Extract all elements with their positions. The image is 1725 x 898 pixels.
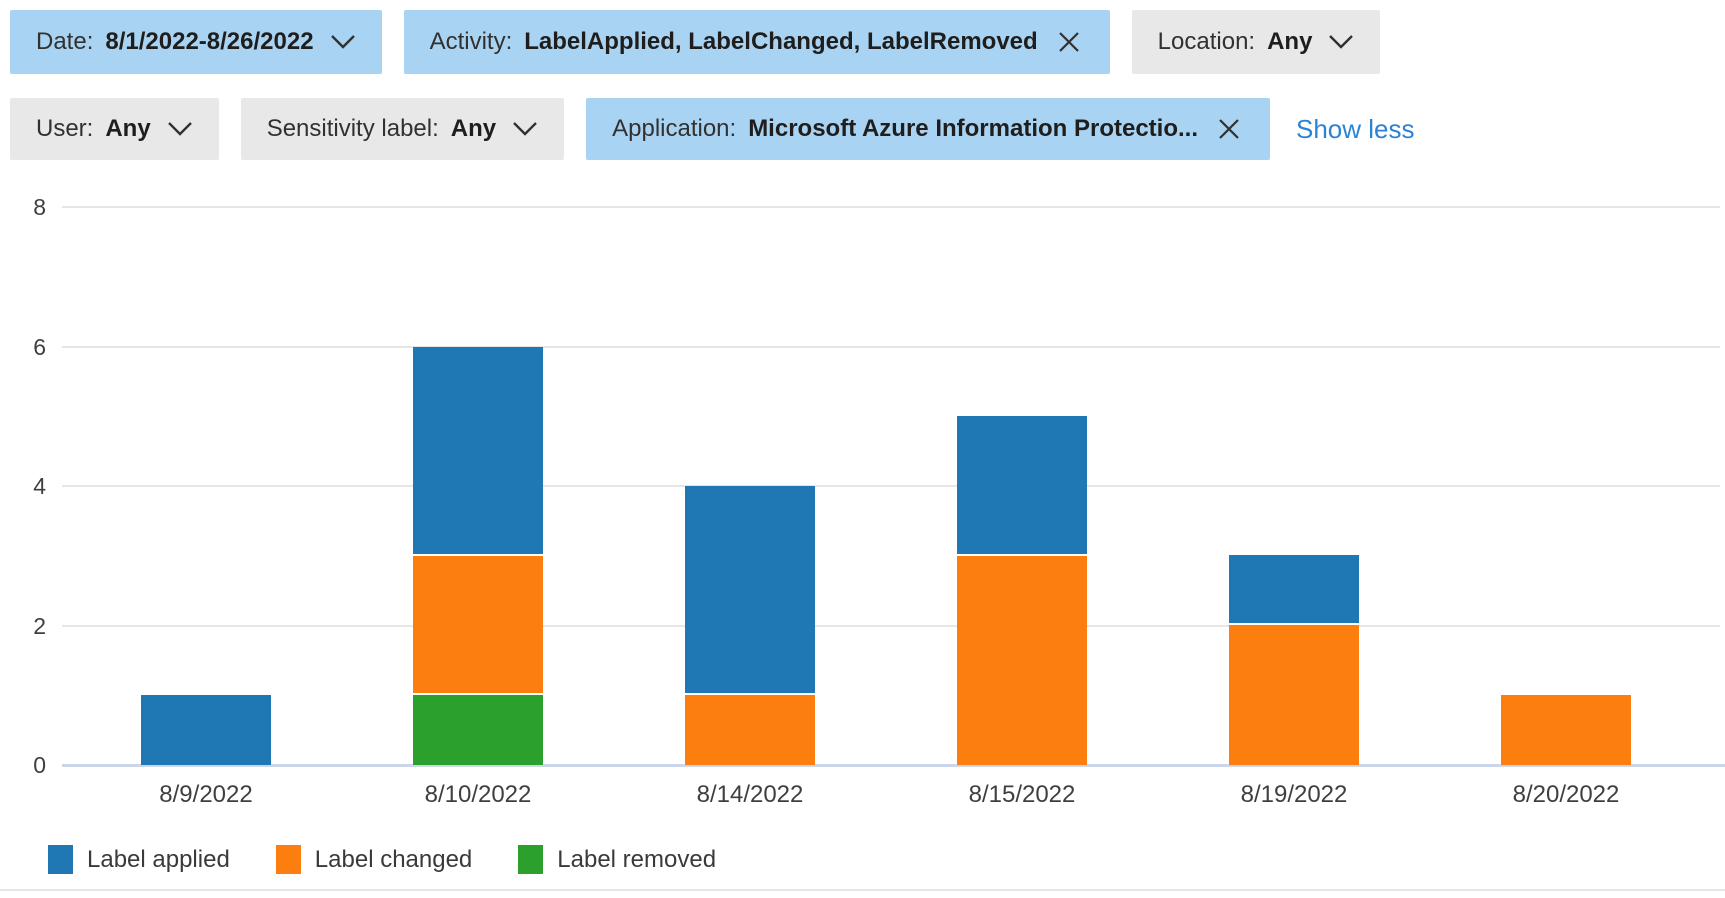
filter-value: LabelApplied, LabelChanged, LabelRemoved — [524, 28, 1038, 55]
filter-pill-date[interactable]: Date: 8/1/2022-8/26/2022 — [10, 10, 382, 74]
gridline-y6 — [62, 345, 1720, 348]
filter-label: Location: — [1157, 28, 1256, 55]
legend-item-label-applied[interactable]: Label applied — [48, 845, 230, 874]
bar-segment-label-applied[interactable] — [141, 695, 271, 765]
close-icon[interactable] — [1054, 27, 1084, 57]
bar-8-20-2022 — [1501, 170, 1631, 765]
filter-row-2: User: Any Sensitivity label: Any Application… — [10, 98, 1415, 160]
gridline-y8 — [62, 206, 1720, 208]
filter-pill-sensitivity-label[interactable]: Sensitivity label: Any — [240, 98, 565, 160]
legend-label: Label changed — [314, 845, 473, 873]
filter-pill-user[interactable]: User: Any — [10, 98, 219, 160]
legend-label: Label applied — [87, 845, 230, 873]
filter-label: Sensitivity label: — [266, 115, 439, 142]
filter-value: Any — [450, 115, 497, 142]
legend-item-label-removed[interactable]: Label removed — [518, 845, 716, 874]
bar-segment-label-changed[interactable] — [957, 556, 1087, 765]
bar-segment-label-changed[interactable] — [1229, 625, 1359, 765]
bar-segment-label-changed[interactable] — [1501, 695, 1631, 765]
x-tick-label-8-9-2022: 8/9/2022 — [159, 781, 253, 808]
y-tick-label-0: 0 — [33, 752, 46, 778]
legend-item-label-changed[interactable]: Label changed — [275, 845, 473, 874]
bar-segment-label-changed[interactable] — [413, 555, 543, 695]
bottom-divider — [0, 889, 1725, 891]
filter-pill-application[interactable]: Application: Microsoft Azure Information … — [586, 98, 1270, 160]
gridline-y4 — [62, 485, 1720, 487]
legend-swatch-icon — [275, 845, 301, 874]
y-tick-label-8: 8 — [33, 194, 46, 220]
x-tick-label-8-14-2022: 8/14/2022 — [696, 781, 804, 808]
y-tick-label-2: 2 — [33, 612, 46, 639]
legend-swatch-icon — [48, 845, 73, 874]
x-tick-label-8-10-2022: 8/10/2022 — [424, 781, 532, 808]
filter-label: Date: — [36, 28, 94, 55]
legend-swatch-icon — [518, 845, 544, 874]
chevron-down-icon — [330, 34, 356, 50]
filter-pill-location[interactable]: Location: Any — [1131, 10, 1381, 74]
activity-stacked-bar-chart: 8 6 4 2 0 8/9/2022 8/10/2022 8/14/2022 8/15/2022… — [0, 170, 1725, 810]
gridline-y2 — [62, 624, 1720, 627]
close-icon[interactable] — [1214, 114, 1244, 144]
bar-segment-label-applied[interactable] — [957, 416, 1087, 556]
bar-segment-label-removed[interactable] — [413, 695, 543, 765]
filter-value: Any — [105, 115, 151, 142]
y-tick-label-4: 4 — [33, 473, 46, 499]
filter-value: 8/1/2022-8/26/2022 — [105, 28, 314, 55]
chevron-down-icon — [512, 121, 538, 137]
legend-label: Label removed — [557, 845, 717, 873]
filter-pill-activity[interactable]: Activity: LabelApplied, LabelChanged, Lab… — [403, 10, 1110, 74]
bar-8-14-2022 — [685, 170, 815, 765]
chevron-down-icon — [167, 121, 193, 137]
filter-label: Activity: — [429, 28, 513, 55]
y-tick-label-6: 6 — [33, 333, 46, 360]
bar-8-19-2022 — [1229, 170, 1359, 765]
bar-segment-label-applied[interactable] — [413, 347, 543, 556]
chevron-down-icon — [1328, 34, 1354, 50]
bar-segment-label-changed[interactable] — [685, 695, 815, 765]
filter-label: Application: — [612, 115, 737, 142]
x-axis-line — [62, 764, 1725, 767]
filter-row-1: Date: 8/1/2022-8/26/2022 Activity: LabelApp… — [10, 10, 1381, 74]
filter-value: Microsoft Azure Information Protectio... — [748, 115, 1198, 142]
show-less-link[interactable]: Show less — [1296, 113, 1415, 144]
x-tick-label-8-19-2022: 8/19/2022 — [1240, 781, 1348, 808]
filter-value: Any — [1267, 28, 1313, 55]
filter-label: User: — [36, 115, 94, 142]
x-tick-label-8-15-2022: 8/15/2022 — [968, 781, 1076, 808]
bar-segment-label-applied[interactable] — [1229, 555, 1359, 625]
bar-8-9-2022 — [141, 170, 271, 765]
x-tick-label-8-20-2022: 8/20/2022 — [1512, 781, 1620, 808]
bar-segment-label-applied[interactable] — [685, 486, 815, 695]
bar-8-10-2022 — [413, 170, 543, 765]
bar-8-15-2022 — [957, 170, 1087, 765]
chart-legend: Label applied Label changed Label removed — [48, 845, 716, 874]
